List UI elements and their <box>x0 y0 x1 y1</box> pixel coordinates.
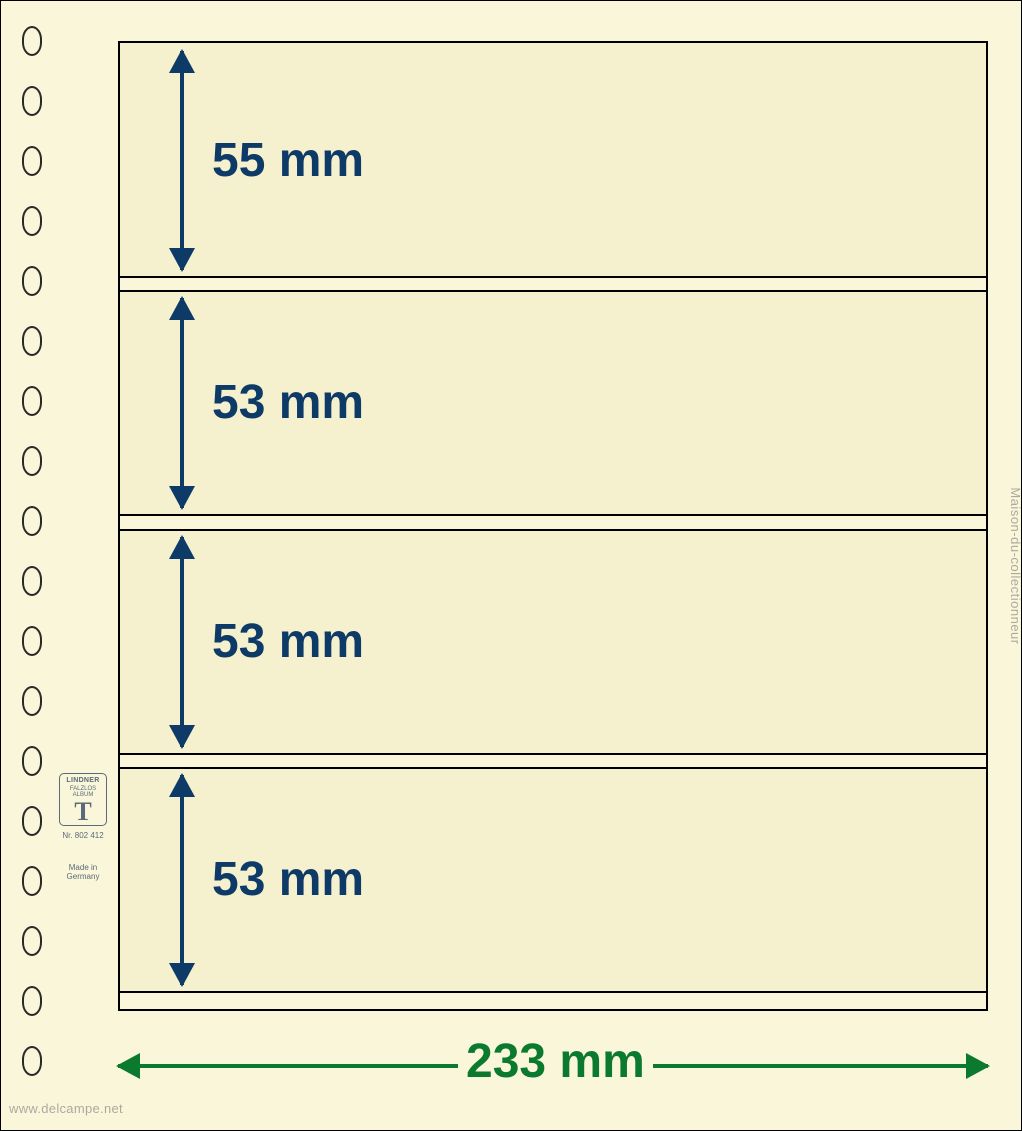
binder-hole <box>22 146 42 176</box>
brand-name: LINDNER <box>62 777 104 785</box>
binder-hole <box>22 686 42 716</box>
brand-letter: T <box>62 800 104 823</box>
binder-hole <box>22 86 42 116</box>
height-dimension-label: 55 mm <box>212 133 364 188</box>
binder-hole <box>22 446 42 476</box>
strip-divider <box>120 514 986 516</box>
product-number: Nr. 802 412 <box>59 832 107 841</box>
content-frame: 55 mm 53 mm 53 mm 53 mm <box>118 41 988 1011</box>
strip-divider <box>120 991 986 993</box>
strip-divider <box>120 529 986 531</box>
brand-logo-box: LINDNER FALZLOS ALBUM T <box>59 773 107 826</box>
watermark-left: www.delcampe.net <box>9 1101 123 1116</box>
binder-hole <box>22 266 42 296</box>
strip-divider <box>120 290 986 292</box>
pocket-strip: 53 mm <box>120 767 986 993</box>
binder-hole <box>22 746 42 776</box>
binder-hole <box>22 206 42 236</box>
height-dimension-label: 53 mm <box>212 852 364 907</box>
height-dimension-arrow <box>180 298 184 508</box>
binder-hole <box>22 386 42 416</box>
strip-divider <box>120 753 986 755</box>
binder-hole <box>22 566 42 596</box>
pocket-strip: 55 mm <box>120 43 986 278</box>
binder-hole <box>22 806 42 836</box>
height-dimension-label: 53 mm <box>212 614 364 669</box>
height-dimension-label: 53 mm <box>212 375 364 430</box>
width-dimension-label: 233 mm <box>458 1034 653 1089</box>
strip-divider <box>120 276 986 278</box>
pocket-strip: 53 mm <box>120 529 986 755</box>
height-dimension-arrow <box>180 51 184 270</box>
binder-hole <box>22 1046 42 1076</box>
binder-holes <box>22 1 52 1130</box>
binder-hole <box>22 26 42 56</box>
pocket-strip: 53 mm <box>120 290 986 516</box>
made-in-label: Made in Germany <box>59 863 107 881</box>
binder-hole <box>22 506 42 536</box>
binder-hole <box>22 326 42 356</box>
binder-hole <box>22 926 42 956</box>
album-page: 55 mm 53 mm 53 mm 53 mm 233 mm LINDNER FALZ… <box>0 0 1022 1131</box>
watermark-right: Maison-du-collectionneur <box>1008 487 1022 644</box>
binder-hole <box>22 866 42 896</box>
height-dimension-arrow <box>180 537 184 747</box>
binder-hole <box>22 986 42 1016</box>
binder-hole <box>22 626 42 656</box>
strip-divider <box>120 767 986 769</box>
brand-logo-block: LINDNER FALZLOS ALBUM T Nr. 802 412 Made… <box>59 773 107 881</box>
height-dimension-arrow <box>180 775 184 985</box>
